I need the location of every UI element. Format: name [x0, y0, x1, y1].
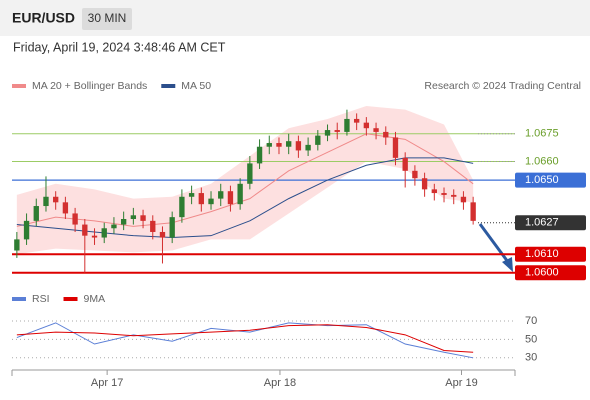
- candle-body: [140, 215, 146, 221]
- candle-body: [218, 191, 224, 199]
- candle-body: [237, 183, 243, 205]
- level-label: 1.0600: [525, 267, 559, 279]
- level-box: [515, 265, 586, 281]
- level-label: 1.0650: [525, 174, 559, 186]
- level-box: [515, 246, 586, 262]
- candle-body: [179, 196, 185, 218]
- arrow-head: [502, 257, 513, 272]
- candle-body: [23, 220, 30, 240]
- legend-label: RSI: [32, 293, 50, 305]
- y-tick-label: 50: [525, 333, 537, 345]
- candle-body: [198, 193, 204, 205]
- candle-body: [169, 217, 175, 238]
- timestamp: Friday, April 19, 2024 3:48:46 AM CET: [13, 40, 226, 54]
- candle-body: [247, 163, 253, 184]
- candle-body: [315, 135, 321, 145]
- candle-body: [402, 157, 408, 171]
- candle-body: [120, 219, 127, 225]
- candle-body: [441, 193, 447, 195]
- level-box: [515, 172, 586, 188]
- candle-body: [266, 143, 272, 147]
- candle-body: [392, 137, 399, 158]
- level-label: 1.0610: [525, 248, 559, 260]
- candle-body: [43, 196, 49, 207]
- candle-body: [111, 224, 117, 229]
- legend-swatch: [63, 297, 78, 301]
- legend-swatch: [161, 84, 176, 88]
- candle-body: [72, 213, 78, 225]
- candle-body: [295, 141, 302, 151]
- candle-body: [421, 178, 428, 190]
- interval: 30 MIN: [88, 11, 127, 25]
- candle-body: [431, 189, 437, 194]
- x-tick-label: Apr 19: [445, 377, 477, 389]
- symbol: EUR/USD: [12, 10, 75, 26]
- level-box: [515, 215, 586, 231]
- candle-body: [286, 141, 292, 147]
- candle-body: [305, 144, 311, 151]
- candle-body: [91, 235, 98, 238]
- legend-label: MA 50: [181, 80, 211, 92]
- legend-swatch: [12, 297, 26, 301]
- y-tick-label: 70: [525, 315, 537, 327]
- candle-body: [62, 202, 69, 214]
- candle-body: [14, 239, 20, 251]
- candle-body: [451, 194, 457, 197]
- candle-body: [208, 198, 214, 205]
- candle-body: [353, 118, 360, 123]
- level-label: 1.0627: [525, 217, 559, 229]
- candle-body: [412, 170, 418, 179]
- level-label: 1.0675: [525, 128, 559, 140]
- candle-body: [276, 143, 282, 147]
- candle-body: [159, 231, 166, 238]
- rsi-line: [16, 324, 474, 353]
- legend-swatch: [12, 84, 26, 88]
- candle-body: [383, 131, 389, 138]
- candle-body: [334, 130, 340, 132]
- ma20-line: [16, 133, 474, 227]
- x-tick-label: Apr 18: [264, 377, 296, 389]
- legend-label: 9MA: [84, 293, 106, 305]
- candle-body: [101, 228, 107, 238]
- candle-body: [363, 122, 370, 129]
- rsi-line: [16, 322, 474, 359]
- candle-body: [344, 118, 350, 132]
- candle-body: [53, 196, 59, 203]
- arrow: [478, 223, 510, 263]
- candle-body: [227, 191, 234, 205]
- candle-body: [33, 206, 39, 221]
- candle-body: [373, 128, 379, 132]
- candle-body: [324, 130, 331, 136]
- candle-body: [470, 202, 476, 221]
- credit: Research © 2024 Trading Central: [424, 80, 581, 92]
- x-tick-label: Apr 17: [91, 377, 123, 389]
- candle-body: [188, 193, 195, 197]
- interval-box: [82, 8, 132, 30]
- candle-body: [82, 224, 88, 236]
- legend-label: MA 20 + Bollinger Bands: [32, 80, 147, 92]
- level-label: 1.0660: [525, 155, 559, 167]
- candle-body: [256, 146, 263, 164]
- candle-body: [460, 196, 467, 203]
- y-tick-label: 30: [525, 352, 537, 364]
- candle-body: [150, 220, 156, 232]
- candle-body: [130, 215, 137, 219]
